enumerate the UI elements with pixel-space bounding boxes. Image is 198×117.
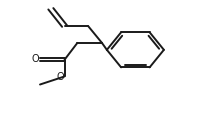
Text: O: O <box>31 53 39 64</box>
Text: O: O <box>56 72 64 82</box>
